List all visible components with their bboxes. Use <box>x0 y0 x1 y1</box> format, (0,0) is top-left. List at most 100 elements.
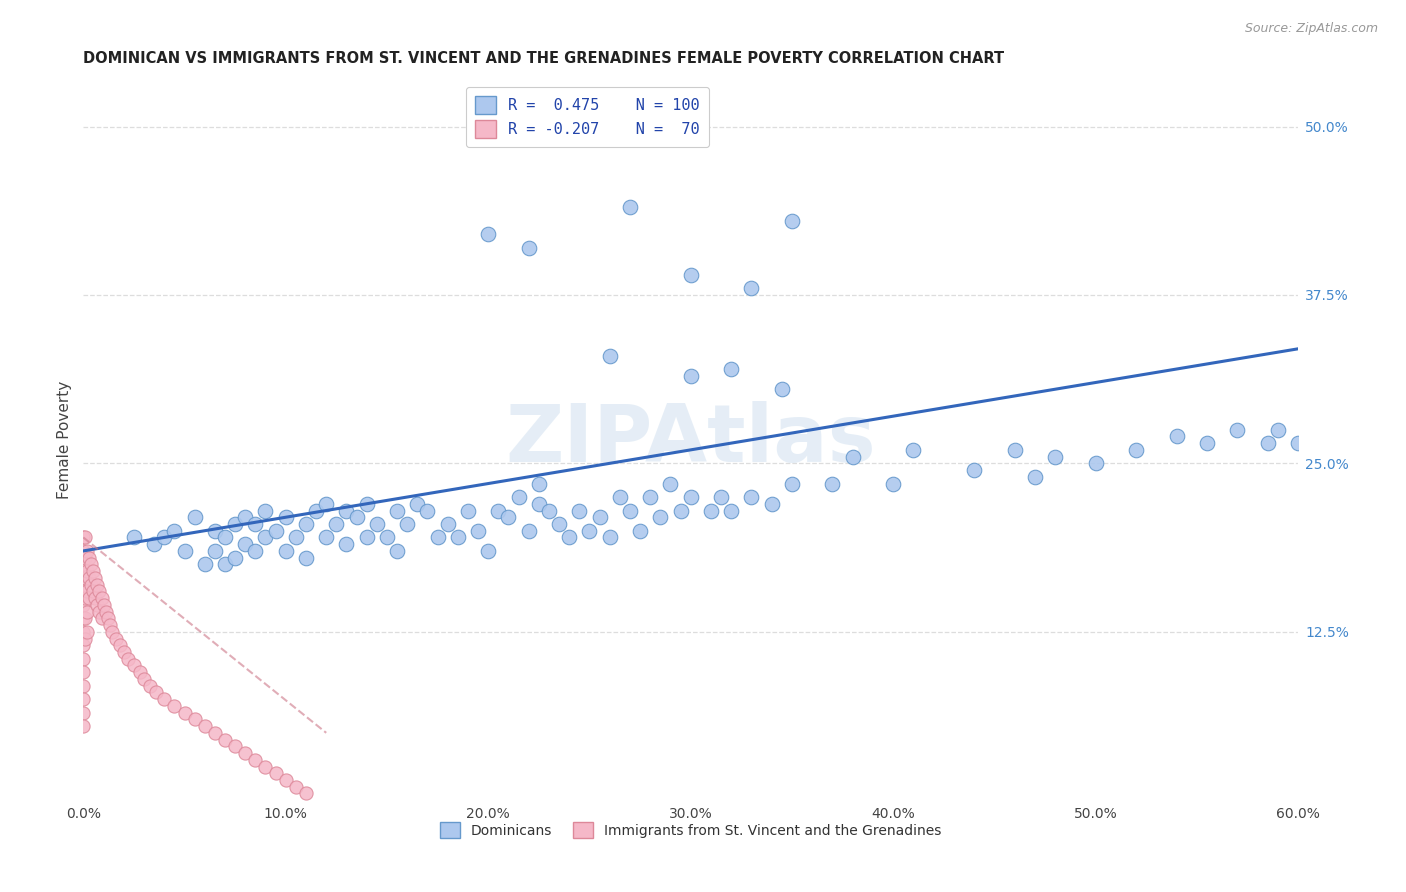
Point <box>79 550 101 565</box>
Point <box>659 476 682 491</box>
Point <box>204 544 226 558</box>
Point <box>75 611 97 625</box>
Point <box>1195 436 1218 450</box>
Point <box>609 490 631 504</box>
Point <box>356 531 378 545</box>
Point <box>416 503 439 517</box>
Point <box>761 497 783 511</box>
Point <box>740 281 762 295</box>
Point <box>669 503 692 517</box>
Point <box>72 692 94 706</box>
Point <box>79 591 101 605</box>
Point <box>284 780 307 794</box>
Point <box>305 503 328 517</box>
Point <box>145 685 167 699</box>
Point <box>72 719 94 733</box>
Point <box>76 605 98 619</box>
Point <box>346 510 368 524</box>
Point <box>163 524 186 538</box>
Point <box>325 516 347 531</box>
Text: DOMINICAN VS IMMIGRANTS FROM ST. VINCENT AND THE GRENADINES FEMALE POVERTY CORRE: DOMINICAN VS IMMIGRANTS FROM ST. VINCENT… <box>83 51 1004 66</box>
Point <box>143 537 166 551</box>
Point <box>72 665 94 680</box>
Point <box>679 490 702 504</box>
Point <box>335 537 357 551</box>
Point <box>264 766 287 780</box>
Point <box>821 476 844 491</box>
Point <box>75 531 97 545</box>
Point <box>79 571 101 585</box>
Point <box>86 577 108 591</box>
Point <box>245 516 267 531</box>
Point <box>1125 442 1147 457</box>
Point <box>1267 423 1289 437</box>
Point <box>1084 456 1107 470</box>
Point <box>72 571 94 585</box>
Point <box>254 759 277 773</box>
Point <box>740 490 762 504</box>
Point <box>76 564 98 578</box>
Point <box>599 531 621 545</box>
Point <box>129 665 152 680</box>
Point <box>517 524 540 538</box>
Point <box>82 564 104 578</box>
Point <box>385 544 408 558</box>
Point <box>770 382 793 396</box>
Point <box>75 591 97 605</box>
Point <box>284 531 307 545</box>
Point <box>780 476 803 491</box>
Point <box>1226 423 1249 437</box>
Point <box>72 584 94 599</box>
Point <box>356 497 378 511</box>
Point <box>274 544 297 558</box>
Point <box>75 632 97 646</box>
Point <box>527 497 550 511</box>
Point <box>72 544 94 558</box>
Point <box>89 584 111 599</box>
Point <box>527 476 550 491</box>
Point <box>720 503 742 517</box>
Point <box>720 362 742 376</box>
Point <box>578 524 600 538</box>
Point <box>233 537 256 551</box>
Point <box>214 531 236 545</box>
Point <box>72 531 94 545</box>
Point <box>93 598 115 612</box>
Point <box>76 584 98 599</box>
Point <box>467 524 489 538</box>
Point <box>295 516 318 531</box>
Point <box>628 524 651 538</box>
Point <box>132 672 155 686</box>
Point <box>548 516 571 531</box>
Point <box>599 349 621 363</box>
Point <box>117 651 139 665</box>
Legend: Dominicans, Immigrants from St. Vincent and the Grenadines: Dominicans, Immigrants from St. Vincent … <box>434 816 946 844</box>
Point <box>173 706 195 720</box>
Point <box>447 531 470 545</box>
Point <box>517 241 540 255</box>
Point <box>436 516 458 531</box>
Point <box>780 214 803 228</box>
Point <box>214 558 236 572</box>
Point <box>173 544 195 558</box>
Point <box>1257 436 1279 450</box>
Point <box>385 503 408 517</box>
Point <box>315 531 337 545</box>
Point <box>254 531 277 545</box>
Point <box>619 503 641 517</box>
Point <box>426 531 449 545</box>
Point <box>86 598 108 612</box>
Point <box>75 550 97 565</box>
Point <box>233 510 256 524</box>
Point <box>100 624 122 639</box>
Point <box>76 624 98 639</box>
Point <box>477 544 499 558</box>
Point <box>72 679 94 693</box>
Point <box>90 591 112 605</box>
Point <box>72 651 94 665</box>
Point <box>1024 470 1046 484</box>
Point <box>619 200 641 214</box>
Point <box>457 503 479 517</box>
Point <box>72 706 94 720</box>
Point <box>700 503 723 517</box>
